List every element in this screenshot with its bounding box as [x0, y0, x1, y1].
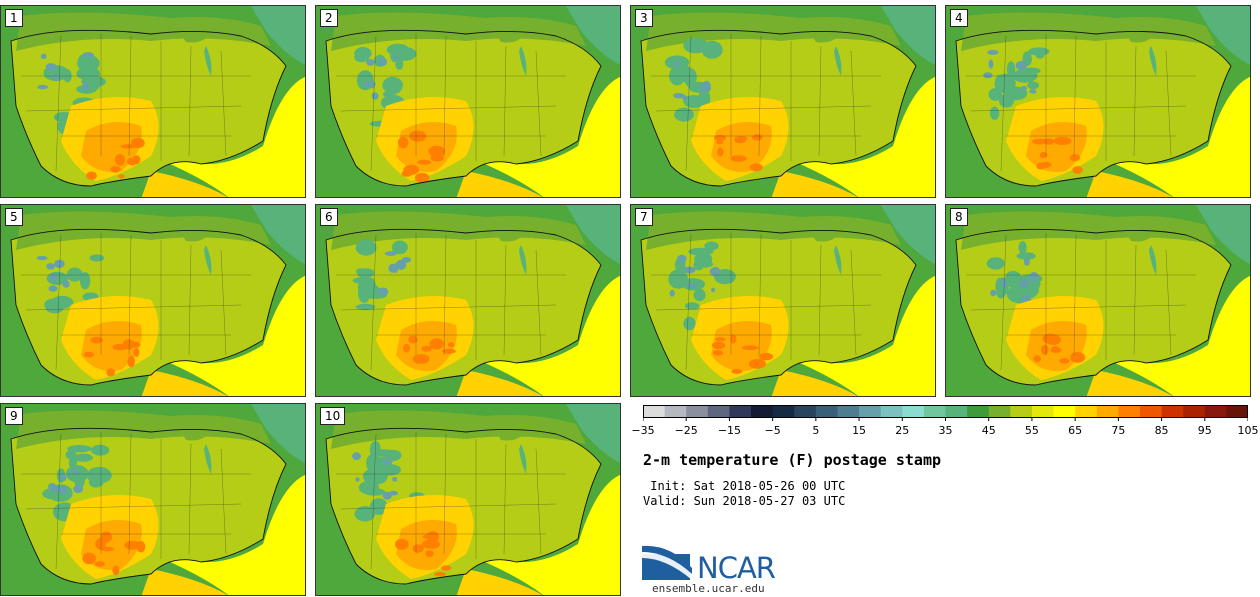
colorbar-segment — [988, 405, 1011, 418]
colorbar-segment — [664, 405, 687, 418]
stamp-number: 9 — [5, 407, 23, 425]
colorbar-segment — [643, 405, 666, 418]
stamp-panel: 10 — [315, 403, 621, 596]
colorbar-segment — [707, 405, 730, 418]
colorbar-segment — [1118, 405, 1141, 418]
colorbar-tick-label: 65 — [1068, 424, 1083, 437]
colorbar-tick-label: 75 — [1111, 424, 1126, 437]
ncar-logo-icon — [642, 545, 692, 580]
stamp-number: 4 — [950, 9, 968, 27]
stamp-panel: 2 — [315, 5, 621, 198]
colorbar-segment — [837, 405, 860, 418]
colorbar-tick-label: −35 — [631, 424, 655, 437]
colorbar-tick-label: 85 — [1154, 424, 1169, 437]
colorbar-tick-label: 55 — [1024, 424, 1039, 437]
stamp-panel: 7 — [630, 204, 936, 397]
source-url: ensemble.ucar.edu — [652, 582, 765, 595]
colorbar-tick-label: 15 — [852, 424, 867, 437]
colorbar-segment — [967, 405, 990, 418]
stamp-number: 5 — [5, 208, 23, 226]
colorbar-segment — [794, 405, 817, 418]
stamp-number: 1 — [5, 9, 23, 27]
stamp-number: 6 — [320, 208, 338, 226]
colorbar-segment — [923, 405, 946, 418]
colorbar-segment — [686, 405, 709, 418]
stamp-panel: 6 — [315, 204, 621, 397]
stamp-panel: 9 — [0, 403, 306, 596]
init-time: Init: Sat 2018-05-26 00 UTC — [643, 479, 846, 493]
stamp-panel: 3 — [630, 5, 936, 198]
colorbar-tick-label: 45 — [981, 424, 996, 437]
colorbar-segment — [1053, 405, 1076, 418]
stamp-panel: 4 — [945, 5, 1251, 198]
colorbar-segment — [1096, 405, 1119, 418]
colorbar-tick-label: 95 — [1197, 424, 1212, 437]
colorbar-segment — [815, 405, 838, 418]
colorbar-tick-label: 5 — [812, 424, 820, 437]
colorbar-segment — [902, 405, 925, 418]
stamp-panel: 5 — [0, 204, 306, 397]
colorbar-tick-label: −25 — [674, 424, 698, 437]
ncar-logo-text: NCAR — [697, 551, 776, 585]
colorbar-segment — [1139, 405, 1163, 418]
colorbar-tick-label: 105 — [1237, 424, 1259, 437]
colorbar-segment — [1161, 405, 1184, 418]
colorbar-tick-label: 35 — [938, 424, 953, 437]
colorbar-segment — [1226, 405, 1248, 418]
colorbar-segment — [772, 405, 795, 418]
colorbar-segment — [880, 405, 903, 418]
colorbar-segment — [1010, 405, 1033, 418]
colorbar-segment — [1075, 405, 1098, 418]
valid-time: Valid: Sun 2018-05-27 03 UTC — [643, 494, 846, 508]
stamp-number: 3 — [635, 9, 653, 27]
colorbar-segment — [729, 405, 752, 418]
colorbar-tick-label: −15 — [717, 424, 742, 437]
colorbar-tick-label: −5 — [764, 424, 781, 437]
stamp-number: 2 — [320, 9, 338, 27]
stamp-number: 10 — [320, 407, 346, 425]
colorbar-tick-label: 25 — [895, 424, 910, 437]
stamp-number: 7 — [635, 208, 653, 226]
colorbar-segment — [751, 405, 774, 418]
colorbar-segment — [945, 405, 968, 418]
colorbar — [643, 405, 1248, 421]
figure-title: 2-m temperature (F) postage stamp — [643, 451, 942, 469]
stamp-panel: 8 — [945, 204, 1251, 397]
colorbar-segment — [859, 405, 882, 418]
colorbar-segment — [1031, 405, 1055, 418]
colorbar-segment — [1183, 405, 1206, 418]
stamp-panel: 1 — [0, 5, 306, 198]
colorbar-segment — [1204, 405, 1227, 418]
stamp-number: 8 — [950, 208, 968, 226]
